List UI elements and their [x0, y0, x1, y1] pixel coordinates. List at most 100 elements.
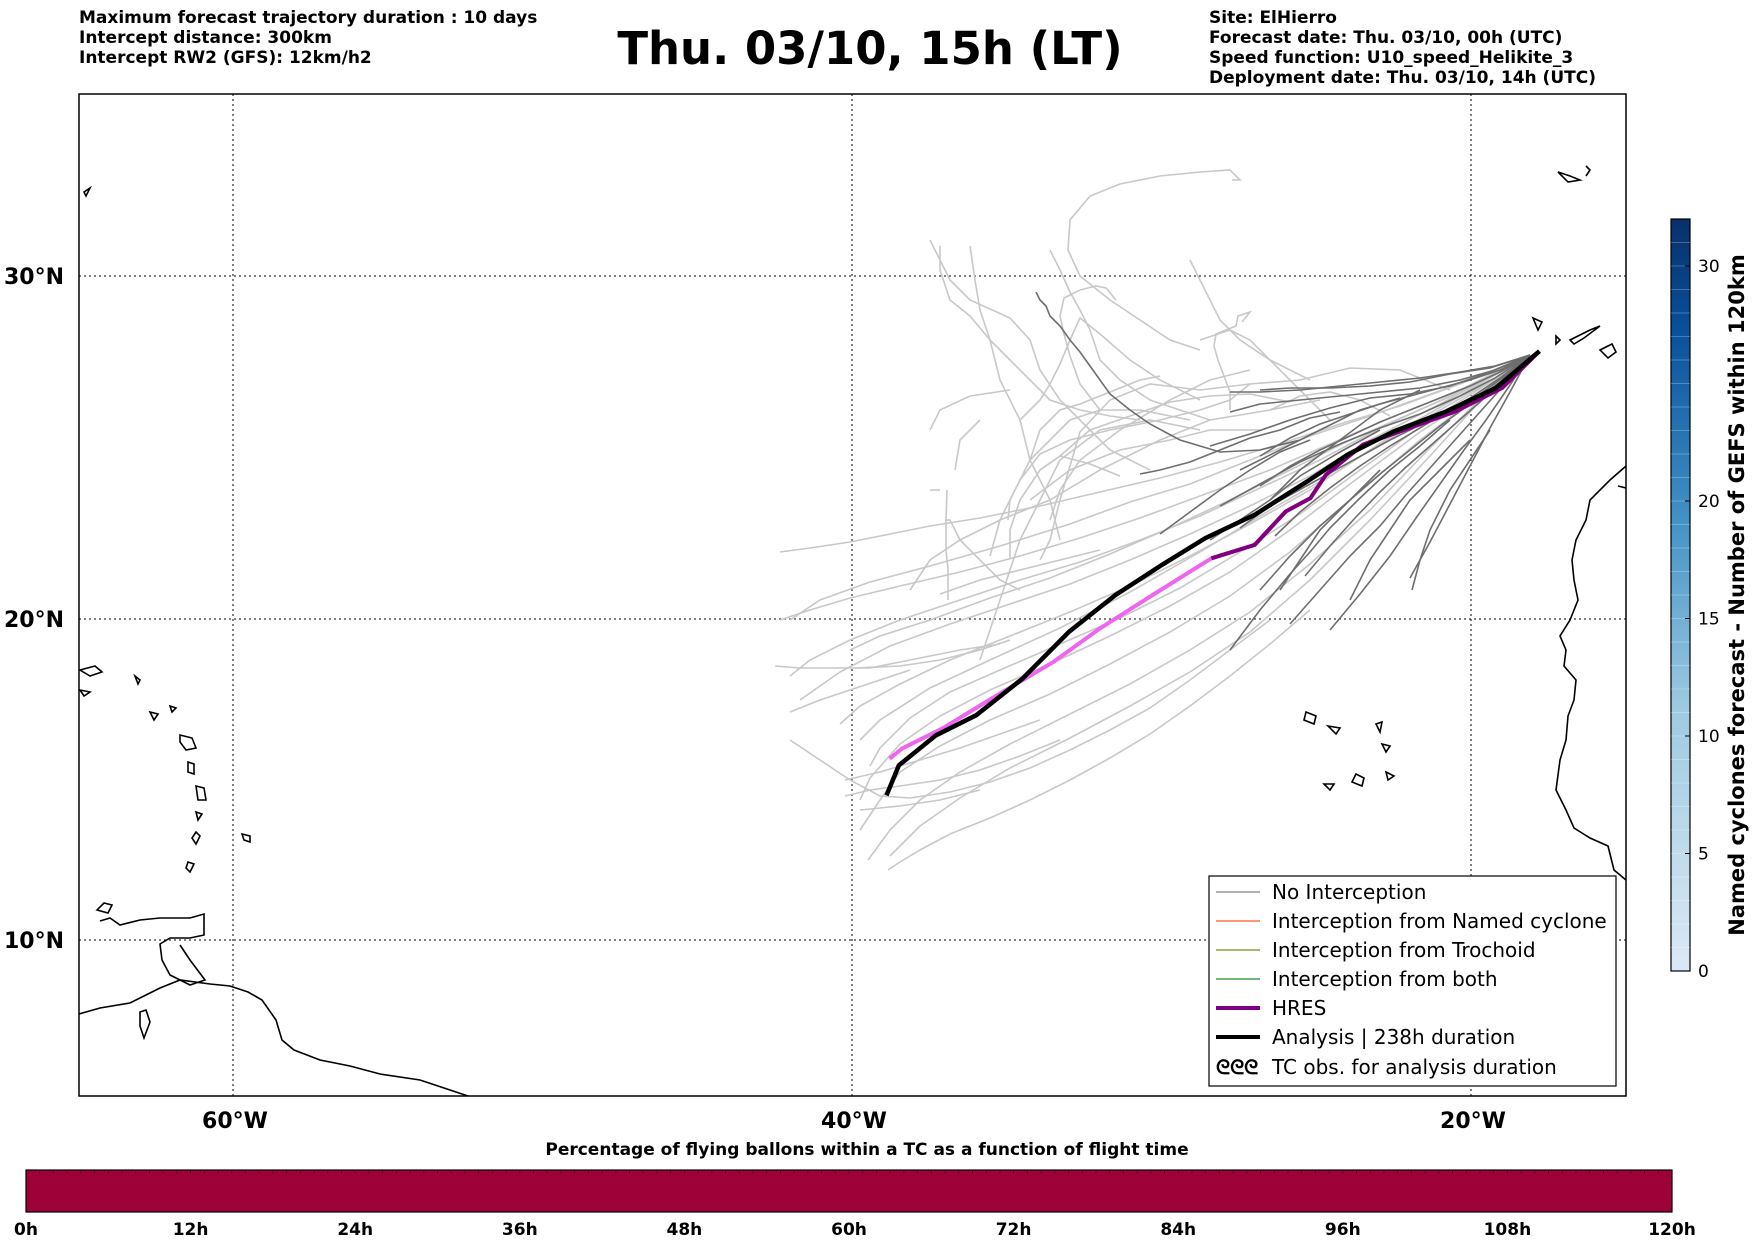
trajectory-dark: [1329, 354, 1531, 631]
trajectory-light: [979, 419, 1201, 661]
trajectory-dark: [1259, 354, 1531, 487]
trajectory-dark: [1409, 354, 1531, 579]
trajectory-dark: [1209, 354, 1531, 447]
island-hispaniola: [79, 665, 104, 677]
header-right-line: Forecast date: Thu. 03/10, 00h (UTC): [1209, 28, 1563, 48]
tc-obs-symbol-icon: ᘓᘓᘓ: [1216, 1055, 1258, 1079]
colorbar-tick-label: 10: [1698, 727, 1720, 747]
map-legend: No Interception Interception from Named …: [1208, 875, 1617, 1087]
colorbar-tick-label: 15: [1698, 610, 1720, 630]
trajectory-light: [1049, 369, 1251, 521]
island-madeira: [1557, 171, 1583, 183]
trajectory-light: [1049, 249, 1211, 421]
trajectory-light: [969, 245, 1061, 541]
island-dominica: [194, 810, 204, 822]
percentage-bar-tick-label: 36h: [502, 1220, 538, 1240]
island-st-lucia: [185, 860, 196, 874]
percentage-bar-title: Percentage of flying ballons within a TC…: [545, 1140, 1188, 1160]
lat-label-20n: 20°N: [4, 608, 64, 633]
percentage-bar-tick-label: 0h: [14, 1220, 38, 1240]
header-left-line: Maximum forecast trajectory duration : 1…: [79, 8, 538, 28]
trajectory-light: [954, 419, 981, 471]
percentage-bar-tick-label: 12h: [173, 1220, 209, 1240]
trajectory-light: [1199, 329, 1331, 421]
trajectory-light: [1213, 310, 1253, 410]
header-left-line: Intercept RW2 (GFS): 12km/h2: [79, 48, 372, 68]
colorbar-gradient: [1670, 218, 1691, 972]
island-tenerife: [1568, 325, 1601, 346]
trajectory-dark: [1411, 429, 1491, 591]
header-right-line: Deployment date: Thu. 03/10, 14h (UTC): [1209, 68, 1596, 88]
colorbar-tick-label: 30: [1698, 257, 1720, 277]
trajectory-dark: [1279, 469, 1381, 591]
percentage-bar-tick-label: 120h: [1648, 1220, 1696, 1240]
trajectory-light: [867, 379, 1501, 861]
trajectory-light: [939, 549, 1101, 595]
percentage-bar-minor-ticks: [39, 1170, 1659, 1174]
header-right-line: Site: ElHierro: [1209, 8, 1337, 28]
trajectory-light: [889, 389, 1491, 857]
legend-label-both: Interception from both: [1272, 967, 1498, 991]
island-maio: [1384, 770, 1396, 782]
legend-label-hres: HRES: [1272, 996, 1326, 1020]
island-bermuda: [82, 185, 93, 198]
trajectory-light: [789, 619, 1271, 799]
trajectory-light: [849, 354, 1531, 651]
trajectory-light: [859, 789, 981, 811]
coastlines: [79, 165, 1626, 1096]
island-antigua: [179, 733, 198, 751]
lon-label-60w: 60°W: [202, 1109, 268, 1134]
trajectory-light: [945, 489, 949, 600]
header-right-info: Site: ElHierro Forecast date: Thu. 03/10…: [1209, 8, 1596, 88]
island-puerto-rico: [79, 688, 93, 698]
island-sao-nicolau: [1325, 724, 1342, 736]
trajectory-dark: [1269, 389, 1421, 501]
trajectory-dark: [1259, 354, 1531, 391]
island-gran-canaria: [1598, 342, 1618, 360]
trajectory-light: [1019, 316, 1201, 421]
colorbar-title: Named cyclones forecast - Number of GEFS…: [1725, 254, 1749, 935]
trajectory-light: [1039, 367, 1451, 561]
longitude-labels: 60°W 40°W 20°W: [202, 1109, 1506, 1134]
colorbar-tick-label: 20: [1698, 492, 1720, 512]
trajectory-light: [1029, 429, 1260, 501]
colorbar-tick-label: 5: [1698, 845, 1709, 865]
percentage-bar-tick-label: 48h: [667, 1220, 703, 1240]
south-america-coast: [79, 979, 469, 1096]
island-aruba: [95, 902, 114, 914]
trajectory-dark: [1230, 354, 1531, 393]
lon-label-40w: 40°W: [821, 1109, 887, 1134]
trajectory-light: [854, 639, 1011, 669]
trajectory-light: [779, 354, 1531, 553]
trajectory-light: [844, 719, 1041, 781]
island-saba: [148, 710, 160, 722]
island-gomera: [1555, 334, 1562, 346]
trajectory-dark: [1274, 354, 1531, 537]
analysis-track: [884, 349, 1541, 797]
trajectory-light: [789, 669, 911, 713]
island-st-kitts: [168, 704, 178, 714]
colorbar-tick-label: 0: [1698, 962, 1709, 982]
cyclone-colorbar: 0 5 10 15 20 30 Named cyclones forecast - Num…: [1670, 218, 1749, 982]
island-boa-vista: [1380, 742, 1392, 754]
island-montserrat: [187, 760, 195, 776]
trajectory-light: [789, 361, 1521, 677]
trajectory-light: [1007, 409, 1191, 521]
page-title: Thu. 03/10, 15h (LT): [617, 22, 1123, 75]
legend-box: [1208, 875, 1617, 1087]
trajectory-light: [887, 609, 1311, 871]
island-la-palma: [1531, 316, 1544, 332]
island-porto-santo: [1585, 165, 1592, 177]
trajectory-dark: [1239, 397, 1401, 471]
trajectory-dark: [1289, 354, 1531, 625]
island-barbados: [240, 832, 251, 844]
lat-label-10n: 10°N: [4, 929, 64, 954]
island-fogo: [1322, 783, 1336, 792]
percentage-bar-fill: [25, 1169, 1673, 1213]
africa-coast-fragment: [1617, 485, 1626, 489]
trajectory-dark: [1035, 291, 1301, 453]
trajectory-light: [945, 519, 1021, 591]
legend-label-tc-obs: TC obs. for analysis duration: [1271, 1055, 1557, 1079]
trajectory-light: [1029, 375, 1161, 461]
trajectory-dark: [1229, 354, 1531, 413]
